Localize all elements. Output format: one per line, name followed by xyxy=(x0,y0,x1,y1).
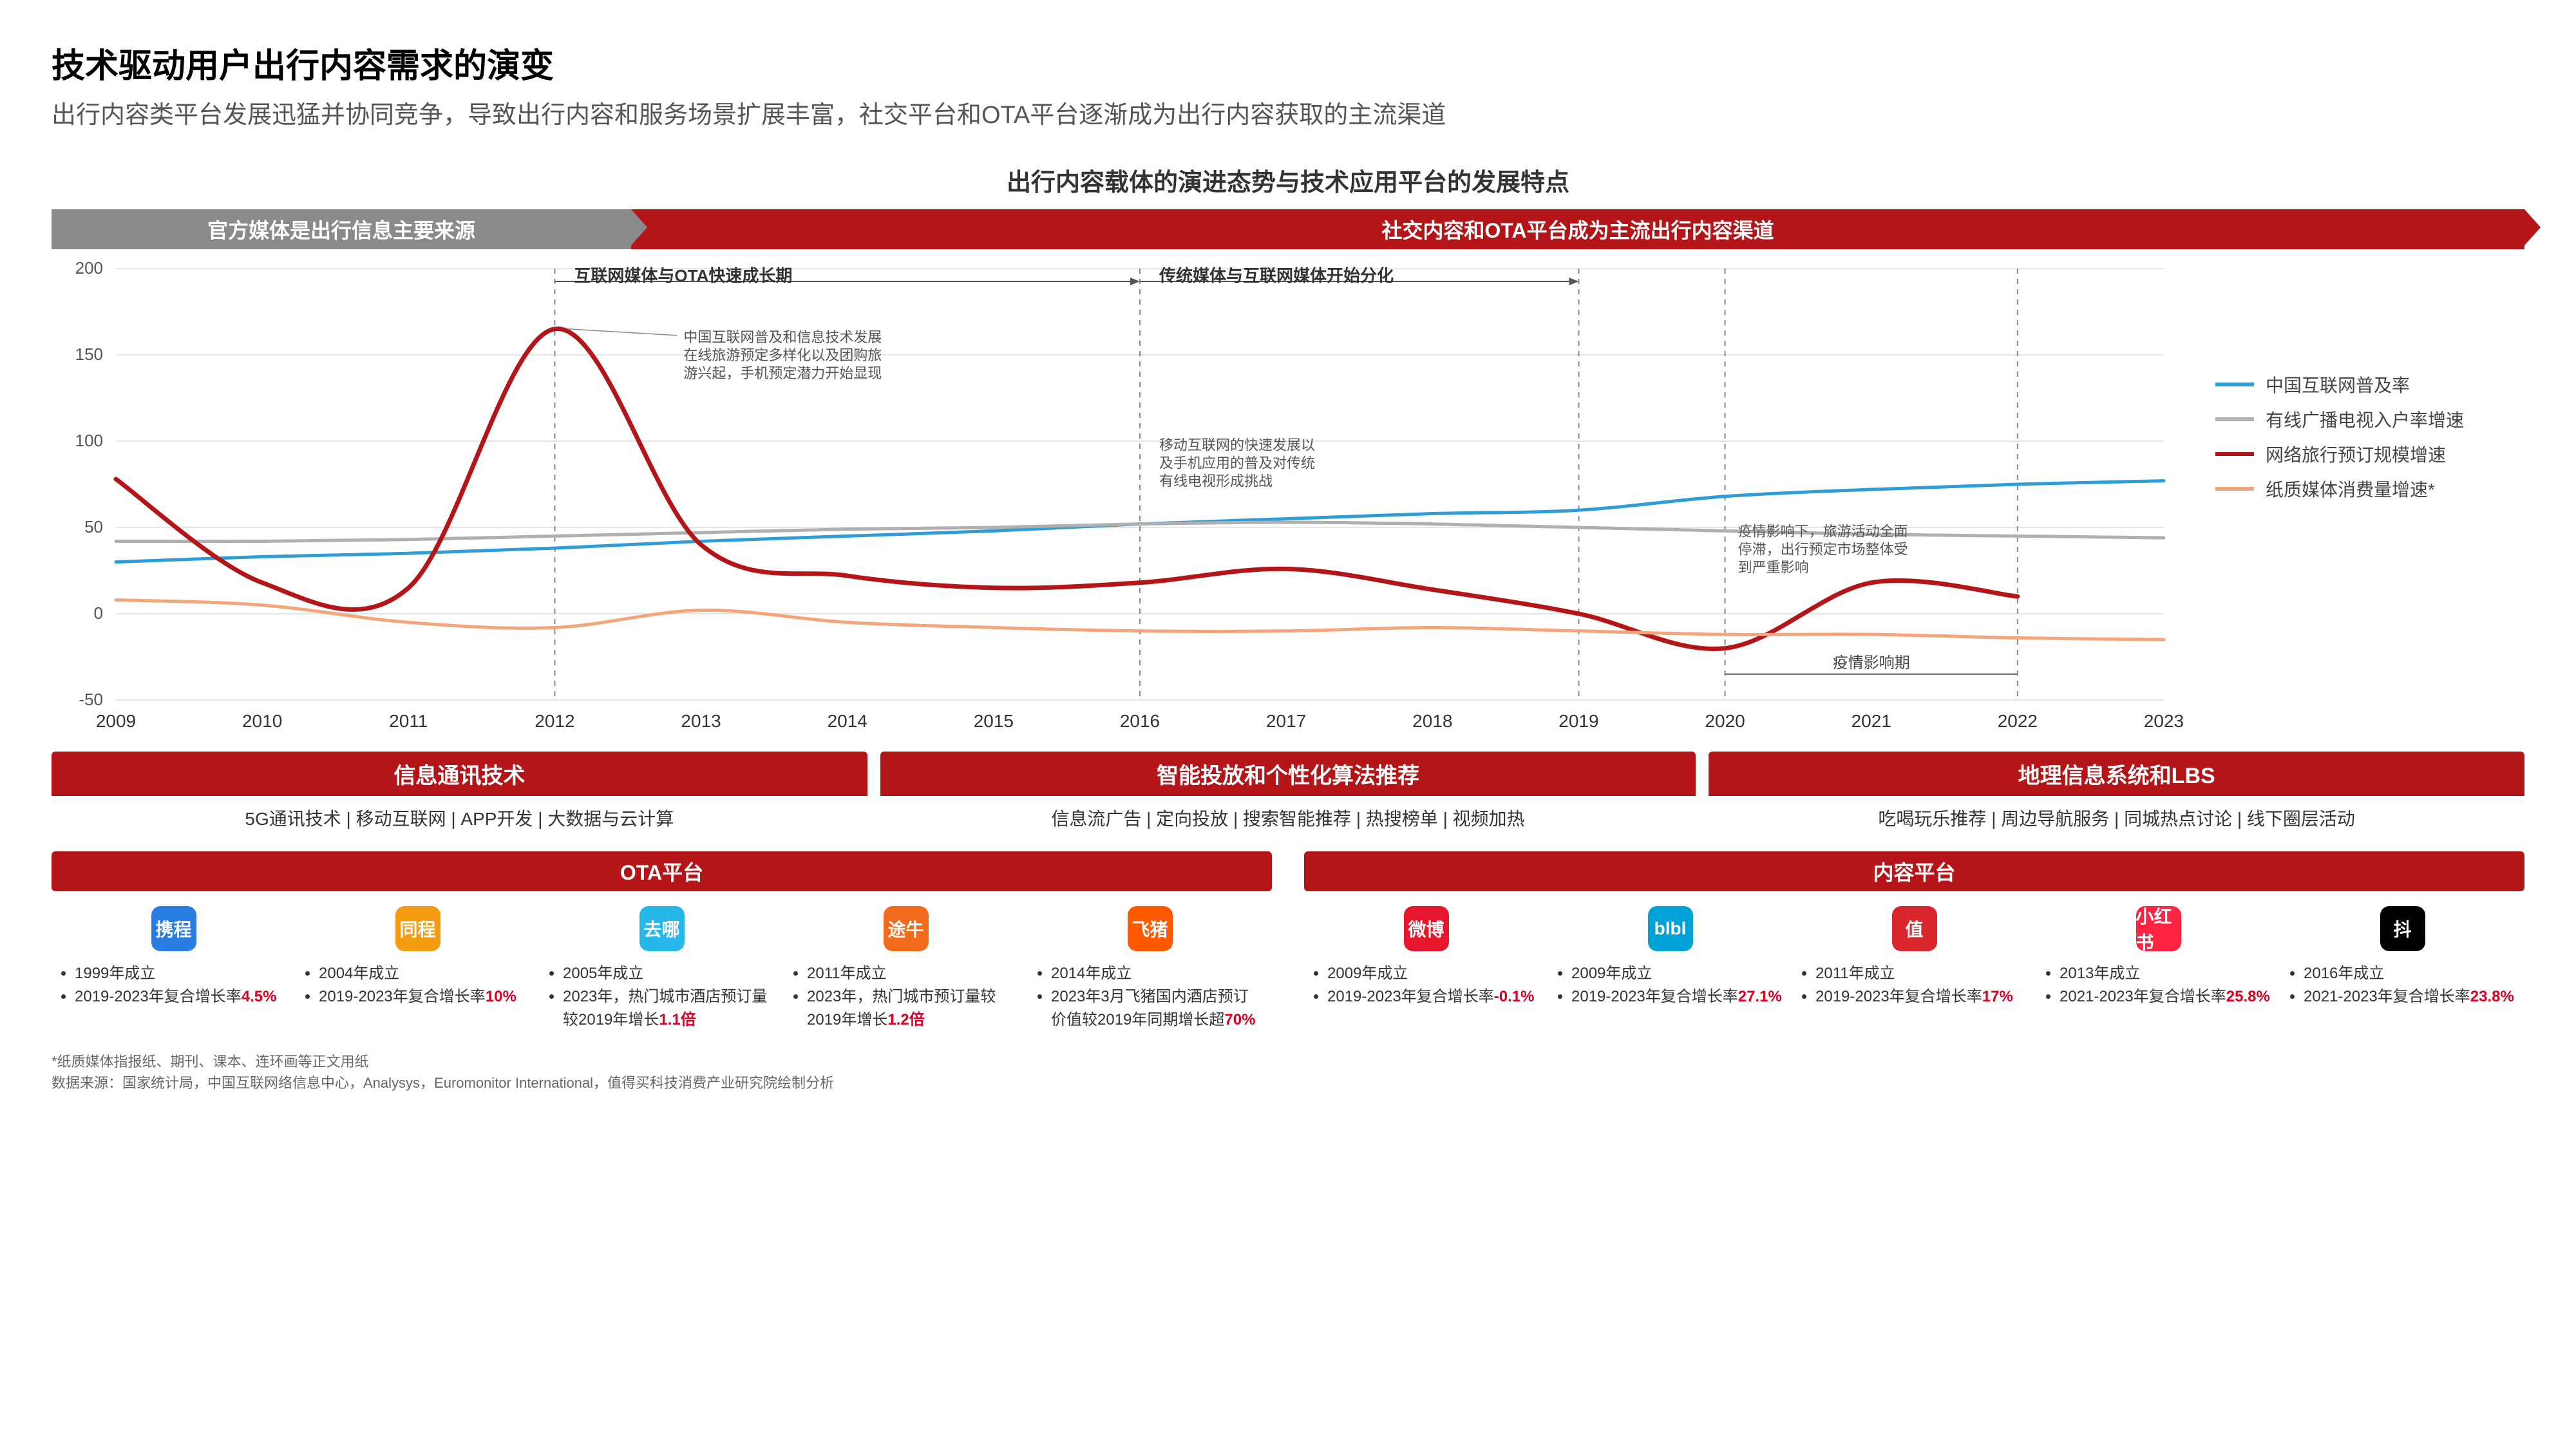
platform-cell: 抖 2016年成立2021-2023年复合增长率23.8% xyxy=(2280,903,2524,1009)
svg-text:在线旅游预定多样化以及团购旅: 在线旅游预定多样化以及团购旅 xyxy=(683,347,882,363)
banner-left: 官方媒体是出行信息主要来源 xyxy=(52,209,631,249)
platform-desc: 2011年成立2023年，热门城市预订量较2019年增长1.2倍 xyxy=(793,962,1019,1032)
platform-cell: 途牛 2011年成立2023年，热门城市预订量较2019年增长1.2倍 xyxy=(784,903,1028,1032)
tech-sub: 吃喝玩乐推荐 | 周边导航服务 | 同城热点讨论 | 线下圈层活动 xyxy=(1709,796,2524,840)
banner-right: 社交内容和OTA平台成为主流出行内容渠道 xyxy=(631,209,2524,249)
svg-text:2019: 2019 xyxy=(1558,711,1598,731)
tech-col: 地理信息系统和LBS吃喝玩乐推荐 | 周边导航服务 | 同城热点讨论 | 线下圈… xyxy=(1709,752,2524,840)
platform-desc: 2004年成立2019-2023年复合增长率10% xyxy=(305,962,531,1009)
svg-text:150: 150 xyxy=(75,345,103,364)
footnote-1: *纸质媒体指报纸、期刊、课本、连环画等正文用纸 xyxy=(52,1051,2524,1072)
page-title: 技术驱动用户出行内容需求的演变 xyxy=(52,39,2524,87)
tech-row: 信息通讯技术5G通讯技术 | 移动互联网 | APP开发 | 大数据与云计算智能… xyxy=(52,752,2524,840)
platform-desc: 2011年成立2019-2023年复合增长率17% xyxy=(1801,962,2027,1009)
svg-text:50: 50 xyxy=(84,517,103,536)
platform-logo: 抖 xyxy=(2289,903,2515,954)
svg-text:停滞，出行预定市场整体受: 停滞，出行预定市场整体受 xyxy=(1738,541,1908,557)
ota-section: OTA平台 携程 1999年成立2019-2023年复合增长率4.5%同程 20… xyxy=(52,851,1272,1032)
tech-sub: 信息流广告 | 定向投放 | 搜索智能推荐 | 热搜榜单 | 视频加热 xyxy=(880,796,1696,840)
svg-text:有线电视形成挑战: 有线电视形成挑战 xyxy=(1159,473,1273,489)
legend-item: 中国互联网普及率 xyxy=(2215,372,2524,397)
platform-logo: 小红书 xyxy=(2045,903,2271,954)
platform-desc: 1999年成立2019-2023年复合增长率4.5% xyxy=(61,962,287,1009)
svg-text:2022: 2022 xyxy=(1998,711,2038,731)
svg-text:2012: 2012 xyxy=(535,711,574,731)
svg-text:2017: 2017 xyxy=(1266,711,1306,731)
svg-text:移动互联网的快速发展以: 移动互联网的快速发展以 xyxy=(1159,437,1315,453)
platform-logo: 途牛 xyxy=(793,903,1019,954)
tech-header: 信息通讯技术 xyxy=(52,752,867,796)
footnote-2: 数据来源：国家统计局，中国互联网络信息中心，Analysys，Euromonit… xyxy=(52,1072,2524,1094)
tech-col: 智能投放和个性化算法推荐信息流广告 | 定向投放 | 搜索智能推荐 | 热搜榜单… xyxy=(880,752,1696,840)
tech-header: 地理信息系统和LBS xyxy=(1709,752,2524,796)
svg-text:2018: 2018 xyxy=(1412,711,1452,731)
platform-desc: 2005年成立2023年，热门城市酒店预订量较2019年增长1.1倍 xyxy=(549,962,775,1032)
platform-logo: 微博 xyxy=(1313,903,1539,954)
platform-logo: blbl xyxy=(1557,903,1783,954)
content-header: 内容平台 xyxy=(1304,851,2524,891)
svg-text:到严重影响: 到严重影响 xyxy=(1738,559,1809,575)
platform-desc: 2014年成立2023年3月飞猪国内酒店预订价值较2019年同期增长超70% xyxy=(1037,962,1263,1032)
svg-text:2021: 2021 xyxy=(1852,711,1891,731)
svg-text:传统媒体与互联网媒体开始分化: 传统媒体与互联网媒体开始分化 xyxy=(1159,266,1394,285)
platform-cell: 去哪 2005年成立2023年，热门城市酒店预订量较2019年增长1.1倍 xyxy=(540,903,784,1032)
banner-row: 官方媒体是出行信息主要来源 社交内容和OTA平台成为主流出行内容渠道 xyxy=(52,209,2524,249)
platform-cell: 携程 1999年成立2019-2023年复合增长率4.5% xyxy=(52,903,296,1032)
platform-logo: 飞猪 xyxy=(1037,903,1263,954)
platform-logo: 去哪 xyxy=(549,903,775,954)
platform-cell: 微博 2009年成立2019-2023年复合增长率-0.1% xyxy=(1304,903,1548,1009)
svg-text:2011: 2011 xyxy=(389,711,428,731)
svg-text:2016: 2016 xyxy=(1120,711,1160,731)
tech-header: 智能投放和个性化算法推荐 xyxy=(880,752,1696,796)
svg-text:疫情影响期: 疫情影响期 xyxy=(1833,654,1910,672)
chart-title: 出行内容载体的演进态势与技术应用平台的发展特点 xyxy=(52,162,2524,198)
legend: 中国互联网普及率有线广播电视入户率增速网络旅行预订规模增速纸质媒体消费量增速* xyxy=(2190,256,2524,739)
platform-logo: 携程 xyxy=(61,903,287,954)
svg-text:2014: 2014 xyxy=(828,711,867,731)
svg-text:0: 0 xyxy=(94,603,103,623)
svg-text:100: 100 xyxy=(75,431,103,450)
platform-desc: 2009年成立2019-2023年复合增长率27.1% xyxy=(1557,962,1783,1009)
svg-text:及手机应用的普及对传统: 及手机应用的普及对传统 xyxy=(1159,455,1315,471)
platform-desc: 2009年成立2019-2023年复合增长率-0.1% xyxy=(1313,962,1539,1009)
svg-text:-50: -50 xyxy=(79,690,103,709)
platform-logo: 值 xyxy=(1801,903,2027,954)
platform-cell: 值 2011年成立2019-2023年复合增长率17% xyxy=(1792,903,2036,1009)
platform-cell: 同程 2004年成立2019-2023年复合增长率10% xyxy=(296,903,540,1032)
svg-text:200: 200 xyxy=(75,258,103,278)
svg-text:中国互联网普及和信息技术发展: 中国互联网普及和信息技术发展 xyxy=(683,329,882,345)
platforms-row: OTA平台 携程 1999年成立2019-2023年复合增长率4.5%同程 20… xyxy=(52,851,2524,1032)
svg-text:2023: 2023 xyxy=(2144,711,2184,731)
legend-item: 纸质媒体消费量增速* xyxy=(2215,476,2524,502)
svg-text:2010: 2010 xyxy=(242,711,282,731)
svg-text:互联网媒体与OTA快速成长期: 互联网媒体与OTA快速成长期 xyxy=(574,266,792,285)
tech-sub: 5G通讯技术 | 移动互联网 | APP开发 | 大数据与云计算 xyxy=(52,796,867,840)
page-subtitle: 出行内容类平台发展迅猛并协同竞争，导致出行内容和服务场景扩展丰富，社交平台和OT… xyxy=(52,95,2524,130)
platform-cell: 小红书 2013年成立2021-2023年复合增长率25.8% xyxy=(2036,903,2280,1009)
content-section: 内容平台 微博 2009年成立2019-2023年复合增长率-0.1%blbl … xyxy=(1304,851,2524,1032)
svg-text:2015: 2015 xyxy=(974,711,1014,731)
tech-col: 信息通讯技术5G通讯技术 | 移动互联网 | APP开发 | 大数据与云计算 xyxy=(52,752,867,840)
platform-logo: 同程 xyxy=(305,903,531,954)
platform-desc: 2013年成立2021-2023年复合增长率25.8% xyxy=(2045,962,2271,1009)
legend-item: 网络旅行预订规模增速 xyxy=(2215,441,2524,467)
ota-header: OTA平台 xyxy=(52,851,1272,891)
svg-text:2009: 2009 xyxy=(96,711,136,731)
platform-cell: 飞猪 2014年成立2023年3月飞猪国内酒店预订价值较2019年同期增长超70… xyxy=(1028,903,1272,1032)
svg-text:2013: 2013 xyxy=(681,711,721,731)
chart-area: -50 0 50 100 150 200 2009 2010 2011 2012 2013 2014 2… xyxy=(52,256,2190,739)
svg-text:疫情影响下，旅游活动全面: 疫情影响下，旅游活动全面 xyxy=(1738,523,1908,539)
platform-desc: 2016年成立2021-2023年复合增长率23.8% xyxy=(2289,962,2515,1009)
line-chart: -50 0 50 100 150 200 2009 2010 2011 2012 2013 2014 2… xyxy=(52,256,2190,739)
legend-item: 有线广播电视入户率增速 xyxy=(2215,406,2524,432)
svg-text:游兴起，手机预定潜力开始显现: 游兴起，手机预定潜力开始显现 xyxy=(683,365,882,381)
svg-text:2020: 2020 xyxy=(1705,711,1745,731)
platform-cell: blbl 2009年成立2019-2023年复合增长率27.1% xyxy=(1548,903,1792,1009)
